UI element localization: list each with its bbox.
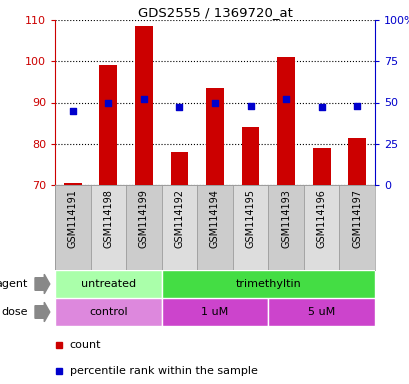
Text: GSM114193: GSM114193: [281, 189, 290, 248]
Bar: [55, 298, 161, 326]
Bar: [99, 65, 117, 185]
Text: trimethyltin: trimethyltin: [235, 279, 301, 289]
Bar: [55, 185, 90, 270]
Point: [70, 108, 76, 114]
Point: [211, 99, 218, 106]
Point: [353, 103, 360, 109]
Bar: [161, 185, 197, 270]
Bar: [206, 88, 223, 185]
Text: control: control: [89, 307, 127, 317]
Text: GSM114198: GSM114198: [103, 189, 113, 248]
Text: untreated: untreated: [81, 279, 135, 289]
Text: GSM114195: GSM114195: [245, 189, 255, 248]
Bar: [241, 127, 259, 185]
Title: GDS2555 / 1369720_at: GDS2555 / 1369720_at: [137, 6, 292, 19]
Bar: [170, 152, 188, 185]
Bar: [232, 185, 267, 270]
Bar: [135, 26, 153, 185]
Bar: [267, 185, 303, 270]
FancyArrow shape: [35, 274, 49, 294]
Bar: [312, 148, 330, 185]
Point: [176, 104, 182, 111]
Bar: [55, 270, 161, 298]
Text: GSM114191: GSM114191: [67, 189, 78, 248]
Point: [105, 99, 111, 106]
FancyArrow shape: [35, 302, 49, 322]
Bar: [267, 298, 374, 326]
Point: [140, 96, 147, 102]
Text: GSM114199: GSM114199: [139, 189, 148, 248]
Point: [282, 96, 289, 102]
Text: GSM114192: GSM114192: [174, 189, 184, 248]
Text: GSM114197: GSM114197: [351, 189, 361, 248]
Bar: [64, 183, 81, 185]
Text: count: count: [70, 339, 101, 349]
Text: dose: dose: [1, 307, 27, 317]
Bar: [161, 270, 374, 298]
Bar: [161, 298, 267, 326]
Text: agent: agent: [0, 279, 27, 289]
Text: GSM114194: GSM114194: [209, 189, 220, 248]
Bar: [303, 185, 339, 270]
Point: [247, 103, 253, 109]
Text: 1 uM: 1 uM: [201, 307, 228, 317]
Text: GSM114196: GSM114196: [316, 189, 326, 248]
Bar: [276, 57, 294, 185]
Bar: [339, 185, 374, 270]
Point: [318, 104, 324, 111]
Bar: [348, 137, 365, 185]
Text: 5 uM: 5 uM: [307, 307, 335, 317]
Text: percentile rank within the sample: percentile rank within the sample: [70, 366, 257, 376]
Bar: [197, 185, 232, 270]
Bar: [126, 185, 161, 270]
Bar: [90, 185, 126, 270]
